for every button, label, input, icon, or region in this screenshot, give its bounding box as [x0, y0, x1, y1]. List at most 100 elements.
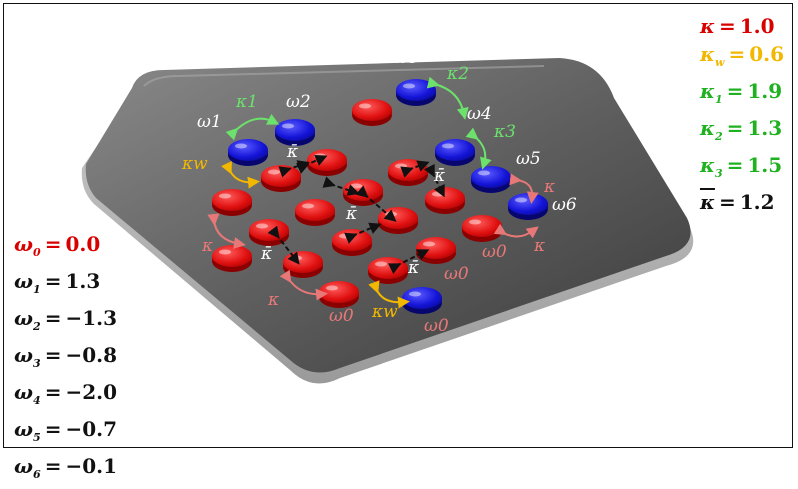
equals-sign: =: [44, 306, 62, 330]
resonator-array-diagram: [81, 58, 694, 384]
omega-param-subscript: 1: [33, 283, 41, 296]
red-resonator: [283, 251, 323, 278]
disk-omega2: [275, 119, 315, 146]
kappa-param-value: 1.9: [747, 79, 783, 103]
equals-sign: =: [44, 269, 62, 293]
omega-param-value: −0.1: [65, 454, 118, 478]
red-resonator: [295, 199, 335, 226]
kappabar-coupling: [344, 222, 382, 244]
label-omega1: ω1: [197, 112, 222, 132]
omega-param-symbol: ω: [14, 454, 34, 478]
label-kappabar-2: κ̄: [346, 204, 358, 224]
omega-param-subscript: 2: [33, 320, 41, 333]
kappaw-coupling: [368, 280, 410, 309]
disk-omega5: [471, 166, 511, 193]
omega-parameters: ω0 = 0.0 ω1 = 1.3 ω2 = −1.3 ω3 = −0.8 ω4 = −2.0 ω5 = −0.7…: [14, 230, 117, 489]
kappabar-coupling: [387, 249, 430, 275]
equals-sign: =: [44, 232, 62, 256]
omega-param-row: ω1 = 1.3: [14, 267, 117, 304]
disk-omega3: [396, 79, 436, 106]
label-kappa3: κ3: [494, 122, 516, 142]
equals-sign: =: [726, 79, 744, 103]
label-kappa1: κ1: [236, 92, 258, 112]
kappabar-coupling: [423, 163, 445, 198]
omega-param-subscript: 6: [33, 468, 41, 481]
kappa1-coupling: [225, 113, 280, 141]
equals-sign: =: [718, 190, 736, 214]
label-kappabar-1: κ̄: [287, 142, 299, 162]
red-resonator: [319, 281, 359, 308]
label-omega5: ω5: [516, 149, 541, 169]
kappa-param-value: 0.6: [749, 42, 784, 66]
kappa-param-row: κ = 1.0: [700, 12, 784, 40]
equals-sign: =: [44, 417, 62, 441]
kappa-param-subscript: 3: [714, 167, 723, 180]
label-kappa-right: κ: [534, 236, 546, 256]
omega-param-row: ω5 = −0.7: [14, 415, 117, 452]
equals-sign: =: [44, 380, 62, 404]
kappabar-coupling: [267, 225, 300, 265]
omega-param-value: 0.0: [65, 232, 101, 256]
label-omega0-c: ω0: [329, 306, 354, 326]
omega-param-row: ω2 = −1.3: [14, 304, 117, 341]
label-kappa-bottom: κ: [268, 290, 280, 310]
red-resonator: [332, 229, 372, 256]
omega-param-value: 1.3: [65, 269, 101, 293]
omega-param-symbol: ω: [14, 417, 34, 441]
kappa-param-symbol: κ: [699, 153, 715, 177]
omega-param-value: −0.8: [65, 343, 118, 367]
label-kappa2: κ2: [447, 64, 469, 84]
kappa-param-symbol: κ: [699, 116, 715, 140]
kappa-coupling: [207, 213, 246, 249]
disk-omega6: [508, 193, 548, 220]
label-omega0-b: ω0: [444, 264, 469, 284]
omega-param-symbol: ω: [14, 269, 34, 293]
red-resonator: [212, 245, 252, 272]
red-resonator: [352, 99, 392, 126]
kappa-param-value: 1.0: [739, 14, 775, 38]
red-resonator: [425, 187, 465, 214]
kappabar-coupling: [400, 160, 430, 178]
label-omega6: ω6: [552, 195, 577, 215]
kappa-param-symbol: κ: [699, 14, 715, 38]
red-resonator: [261, 165, 301, 192]
red-resonator: [416, 237, 456, 264]
kappabar-coupling: [322, 176, 360, 196]
kappa-param-symbol: κ: [699, 79, 715, 103]
omega-param-value: −2.0: [65, 380, 118, 404]
kappa-param-subscript: 2: [714, 130, 723, 143]
label-omega0-a: ω0: [482, 242, 507, 262]
kappa-param-row: κ1 = 1.9: [700, 77, 784, 114]
omega-param-subscript: 5: [33, 431, 41, 444]
label-omega2: ω2: [286, 92, 311, 112]
kappa-coupling: [279, 269, 328, 301]
label-kappabar-4: κ̄: [408, 258, 420, 278]
label-omega3: ω3: [394, 48, 419, 68]
label-kappabar-5: κ̄: [434, 166, 446, 186]
disk-omega4: [435, 139, 475, 166]
kappa-param-row: κ = 1.2: [700, 188, 784, 216]
label-kappaw-bottom: κw: [372, 302, 398, 322]
red-resonator: [368, 257, 408, 284]
label-kappa-left: κ: [202, 236, 214, 256]
kappa-param-subscript: 1: [714, 93, 723, 106]
omega-param-subscript: 4: [33, 394, 41, 407]
omega-param-symbol: ω: [14, 232, 34, 256]
label-kappabar-3: κ̄: [261, 244, 273, 264]
kappa3-coupling: [465, 127, 492, 170]
omega-param-symbol: ω: [14, 380, 34, 404]
figure-frame: ω1 ω2 ω3 ω4 ω5 ω6 κ1 κ2 κ3 κw κw κ κ κ κ…: [3, 3, 793, 481]
label-omega4: ω4: [467, 104, 492, 124]
red-resonator: [343, 179, 383, 206]
omega-param-value: −0.7: [65, 417, 118, 441]
red-resonator: [212, 189, 252, 216]
red-resonator: [388, 159, 428, 186]
kappa-param-value: 1.5: [747, 153, 783, 177]
omega-param-symbol: ω: [14, 343, 34, 367]
kappa-parameters: κ = 1.0 κw = 0.6 κ1 = 1.9 κ2 = 1.3 κ3 = 1.5 κ = 1.2: [700, 12, 784, 216]
omega-param-subscript: 3: [33, 357, 41, 370]
equals-sign: =: [44, 454, 62, 478]
omega-param-row: ω6 = −0.1: [14, 452, 117, 489]
label-kappa-right-top: κ: [544, 177, 556, 197]
kappa2-coupling: [426, 76, 469, 120]
